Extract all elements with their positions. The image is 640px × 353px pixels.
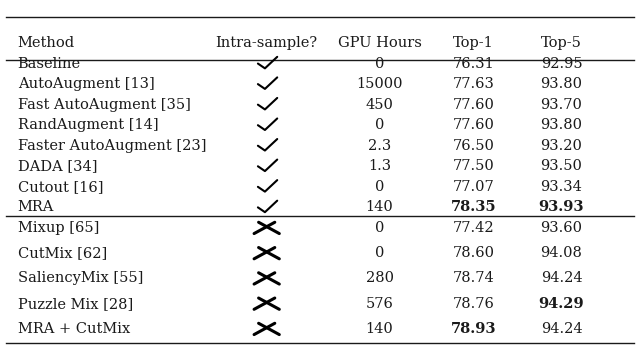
Text: Faster AutoAugment [23]: Faster AutoAugment [23] xyxy=(18,139,206,153)
Text: Top-5: Top-5 xyxy=(541,36,582,50)
Text: 0: 0 xyxy=(375,118,384,132)
Text: Method: Method xyxy=(18,36,75,50)
Text: 0: 0 xyxy=(375,246,384,260)
Text: Baseline: Baseline xyxy=(18,56,81,71)
Text: 77.60: 77.60 xyxy=(452,98,495,112)
Text: GPU Hours: GPU Hours xyxy=(338,36,422,50)
Text: Top-1: Top-1 xyxy=(453,36,494,50)
Text: 93.20: 93.20 xyxy=(541,139,582,153)
Text: 77.07: 77.07 xyxy=(452,180,495,194)
Text: 76.31: 76.31 xyxy=(452,56,495,71)
Text: 94.08: 94.08 xyxy=(541,246,582,260)
Text: 2.3: 2.3 xyxy=(368,139,391,153)
Text: Intra-sample?: Intra-sample? xyxy=(216,36,317,50)
Text: 77.50: 77.50 xyxy=(452,159,495,173)
Text: Fast AutoAugment [35]: Fast AutoAugment [35] xyxy=(18,98,191,112)
Text: 140: 140 xyxy=(365,322,394,336)
Text: 0: 0 xyxy=(375,56,384,71)
Text: 140: 140 xyxy=(365,201,394,214)
Text: 77.60: 77.60 xyxy=(452,118,495,132)
Text: 93.93: 93.93 xyxy=(539,201,584,214)
Text: 93.80: 93.80 xyxy=(540,77,582,91)
Text: 450: 450 xyxy=(365,98,394,112)
Text: 78.76: 78.76 xyxy=(452,297,495,311)
Text: 93.70: 93.70 xyxy=(541,98,582,112)
Text: 92.95: 92.95 xyxy=(541,56,582,71)
Text: 78.93: 78.93 xyxy=(451,322,497,336)
Text: 1.3: 1.3 xyxy=(368,159,391,173)
Text: 280: 280 xyxy=(365,271,394,286)
Text: 76.50: 76.50 xyxy=(452,139,495,153)
Text: CutMix [62]: CutMix [62] xyxy=(18,246,107,260)
Text: 93.50: 93.50 xyxy=(541,159,582,173)
Text: 78.74: 78.74 xyxy=(452,271,495,286)
Text: Mixup [65]: Mixup [65] xyxy=(18,221,99,235)
Text: 77.42: 77.42 xyxy=(453,221,495,235)
Text: 78.60: 78.60 xyxy=(452,246,495,260)
Text: 78.35: 78.35 xyxy=(451,201,497,214)
Text: 94.24: 94.24 xyxy=(541,271,582,286)
Text: 77.63: 77.63 xyxy=(452,77,495,91)
Text: MRA + CutMix: MRA + CutMix xyxy=(18,322,130,336)
Text: 0: 0 xyxy=(375,221,384,235)
Text: 94.29: 94.29 xyxy=(539,297,584,311)
Text: SaliencyMix [55]: SaliencyMix [55] xyxy=(18,271,143,286)
Text: RandAugment [14]: RandAugment [14] xyxy=(18,118,158,132)
Text: MRA: MRA xyxy=(18,201,54,214)
Text: DADA [34]: DADA [34] xyxy=(18,159,97,173)
Text: 15000: 15000 xyxy=(356,77,403,91)
Text: 0: 0 xyxy=(375,180,384,194)
Text: 94.24: 94.24 xyxy=(541,322,582,336)
Text: 93.80: 93.80 xyxy=(540,118,582,132)
Text: AutoAugment [13]: AutoAugment [13] xyxy=(18,77,154,91)
Text: 576: 576 xyxy=(365,297,394,311)
Text: 93.34: 93.34 xyxy=(541,180,582,194)
Text: Cutout [16]: Cutout [16] xyxy=(18,180,103,194)
Text: 93.60: 93.60 xyxy=(540,221,582,235)
Text: Puzzle Mix [28]: Puzzle Mix [28] xyxy=(18,297,133,311)
